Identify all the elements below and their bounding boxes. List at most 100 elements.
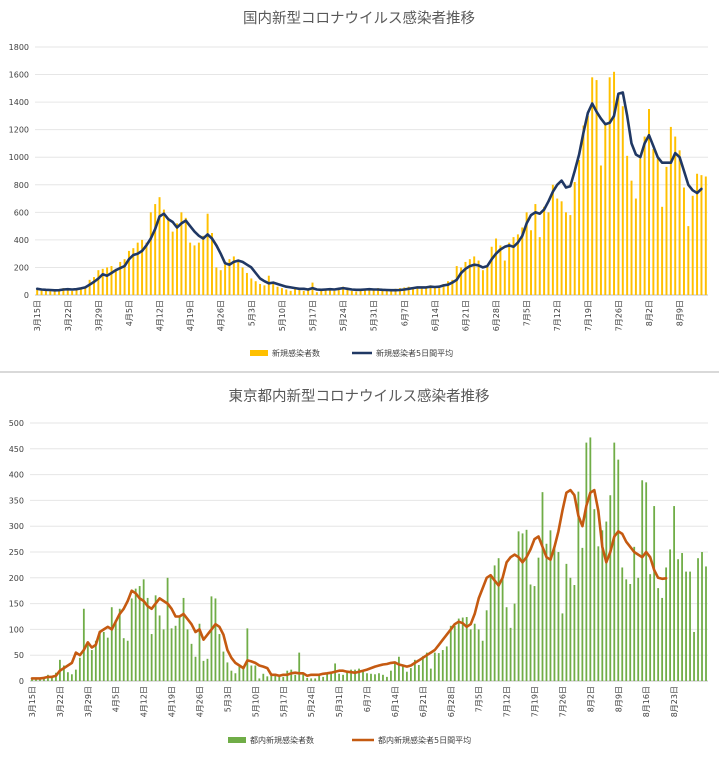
avg-line: [30, 488, 668, 680]
bar: [639, 158, 642, 295]
bar: [272, 283, 275, 295]
bar: [346, 670, 348, 681]
bar: [98, 630, 101, 681]
bar: [337, 288, 340, 295]
bar: [442, 283, 445, 295]
bar: [413, 659, 416, 681]
bar: [665, 567, 668, 681]
bar: [499, 245, 502, 295]
bar: [346, 289, 349, 295]
bar: [652, 148, 655, 295]
bar: [170, 628, 173, 681]
x-tick-label: 8月2日: [586, 686, 595, 712]
bar: [468, 259, 471, 295]
bar: [274, 673, 277, 681]
x-tick-label: 8月9日: [614, 686, 623, 712]
bar: [162, 629, 165, 681]
chart-national: 国内新型コロナウイルス感染者推移 0 200 400 600 800 1000 1200 14…: [0, 0, 719, 372]
bar: [106, 267, 109, 295]
bar: [145, 242, 148, 295]
bar: [481, 270, 484, 295]
x-tick-label: 8月2日: [645, 300, 654, 326]
bar: [74, 669, 77, 681]
x-tick-label: 5月17日: [309, 300, 318, 331]
bar: [629, 583, 632, 681]
bar: [102, 631, 105, 681]
y-tick-label: 1800: [9, 43, 29, 52]
bar: [538, 237, 541, 295]
tokyo-chart-title: 東京都内新型コロナウイルス感染者推移: [229, 388, 490, 405]
bar: [691, 195, 694, 295]
bar: [322, 676, 325, 681]
bar: [630, 180, 633, 295]
bar: [394, 662, 396, 681]
bar: [329, 289, 331, 295]
bar: [656, 158, 659, 295]
bar: [386, 676, 388, 681]
bar: [237, 261, 240, 295]
bar: [119, 261, 122, 295]
bar: [40, 290, 43, 295]
bar: [167, 217, 170, 295]
bar: [543, 206, 546, 295]
bar: [142, 579, 145, 681]
x-tick-label: 7月19日: [531, 686, 540, 717]
x-tick-label: 6月14日: [431, 300, 440, 331]
x-tick-label: 3月22日: [64, 300, 73, 331]
bar: [533, 586, 536, 681]
bar: [276, 286, 279, 295]
bar: [416, 287, 419, 295]
y-tick-label: 150: [9, 600, 24, 609]
x-tick-label: 4月19日: [186, 300, 195, 331]
bar: [457, 618, 460, 681]
bar: [354, 669, 356, 681]
bar: [700, 175, 703, 295]
bar: [206, 213, 209, 295]
bar: [154, 595, 157, 681]
bar: [525, 529, 528, 681]
bar: [53, 290, 56, 295]
bar: [556, 198, 559, 295]
bar: [372, 290, 375, 295]
bar: [449, 625, 452, 681]
bar: [581, 547, 584, 681]
bar: [122, 638, 125, 681]
bar: [601, 530, 604, 681]
tokyo-legend: 都内新規感染者数 都内新規感染者5日間平均: [228, 735, 471, 745]
bar: [625, 579, 628, 681]
bar: [394, 288, 397, 295]
bar: [186, 629, 189, 681]
bar: [696, 173, 699, 295]
y-tick-label: 200: [14, 263, 29, 272]
bar: [132, 248, 135, 295]
bar: [171, 231, 174, 295]
bar: [561, 613, 564, 681]
bar: [621, 106, 624, 295]
bar: [547, 212, 550, 295]
tokyo-x-ticks: 3月15日 3月22日 3月29日 4月5日 4月12日 4月19日 4月26日 5月3日 5月…: [28, 686, 679, 717]
bar: [290, 669, 293, 681]
bar: [114, 268, 117, 295]
bar: [617, 459, 620, 681]
bar: [626, 155, 629, 295]
bar: [634, 198, 637, 295]
bar: [250, 278, 253, 295]
y-tick-label: 200: [9, 574, 24, 583]
bar: [158, 615, 161, 681]
bar: [407, 286, 410, 295]
bar: [238, 665, 241, 681]
x-tick-label: 4月19日: [168, 686, 177, 717]
bar: [521, 227, 524, 295]
bar: [127, 250, 130, 295]
bar: [433, 286, 436, 295]
bar: [114, 620, 117, 681]
bar: [469, 629, 472, 681]
x-tick-label: 4月26日: [217, 300, 226, 331]
bar: [682, 187, 685, 295]
bar: [101, 268, 104, 295]
bar: [359, 289, 362, 295]
bar: [687, 226, 690, 295]
x-tick-label: 6月28日: [492, 300, 501, 331]
bar: [577, 491, 580, 681]
bar: [39, 678, 41, 681]
